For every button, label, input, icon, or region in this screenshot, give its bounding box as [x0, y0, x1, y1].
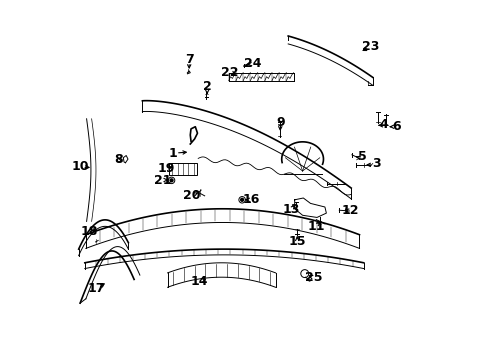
Text: 24: 24	[244, 57, 262, 69]
Text: 5: 5	[358, 150, 367, 163]
Text: 6: 6	[392, 120, 400, 132]
Text: 8: 8	[114, 153, 122, 166]
Text: 13: 13	[282, 203, 300, 216]
Text: 16: 16	[243, 193, 260, 206]
Text: 7: 7	[185, 53, 194, 66]
Text: 10: 10	[72, 160, 89, 173]
Text: 25: 25	[305, 271, 323, 284]
Text: 14: 14	[190, 275, 208, 288]
Bar	[170, 163, 197, 175]
Circle shape	[241, 198, 244, 201]
Text: 21: 21	[154, 174, 171, 187]
Text: 9: 9	[276, 116, 285, 129]
Text: 22: 22	[221, 66, 239, 79]
Text: 11: 11	[308, 220, 325, 233]
Text: 15: 15	[289, 235, 306, 248]
Text: 4: 4	[379, 118, 388, 131]
Text: 12: 12	[342, 204, 359, 217]
Text: 1: 1	[169, 147, 177, 159]
Text: 17: 17	[88, 282, 105, 295]
Text: 2: 2	[203, 80, 212, 93]
Text: 3: 3	[372, 157, 381, 170]
Text: 23: 23	[362, 40, 379, 53]
Circle shape	[170, 179, 173, 182]
Text: 19: 19	[158, 162, 175, 175]
Text: 18: 18	[81, 225, 98, 238]
Text: 20: 20	[183, 189, 200, 202]
